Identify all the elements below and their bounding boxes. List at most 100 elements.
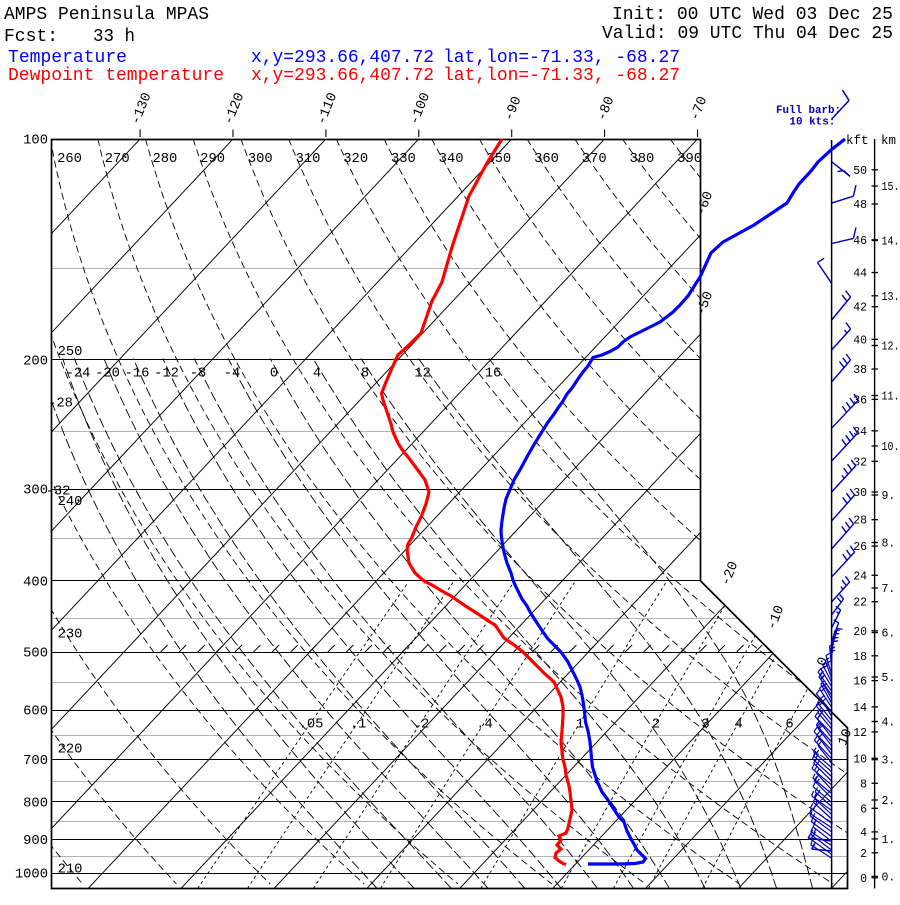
- svg-text:15.: 15.: [882, 181, 900, 194]
- svg-text:500: 500: [23, 647, 48, 662]
- svg-text:km: km: [881, 134, 896, 148]
- svg-text:8: 8: [361, 367, 369, 382]
- svg-text:6.: 6.: [882, 628, 896, 641]
- svg-text:x,y=293.66,407.72: x,y=293.66,407.72: [251, 66, 434, 86]
- svg-text:16: 16: [853, 676, 867, 689]
- svg-text:100: 100: [23, 134, 48, 149]
- svg-text:20: 20: [853, 626, 867, 639]
- svg-text:300: 300: [23, 484, 48, 499]
- svg-text:230: 230: [58, 628, 83, 643]
- svg-text:360: 360: [534, 152, 559, 167]
- svg-text:900: 900: [23, 834, 48, 849]
- svg-text:280: 280: [152, 152, 177, 167]
- svg-text:200: 200: [23, 355, 48, 370]
- svg-text:2.: 2.: [882, 795, 896, 808]
- svg-text:-28: -28: [48, 397, 73, 412]
- svg-text:44: 44: [853, 268, 867, 281]
- svg-text:16: 16: [485, 367, 502, 382]
- svg-text:4: 4: [860, 827, 867, 840]
- svg-text:800: 800: [23, 796, 48, 811]
- svg-text:8: 8: [860, 778, 867, 791]
- svg-text:.1: .1: [350, 718, 367, 733]
- svg-text:24: 24: [853, 570, 867, 583]
- svg-text:Valid: 09 UTC Thu 04 Dec 25: Valid: 09 UTC Thu 04 Dec 25: [602, 24, 893, 44]
- svg-text:5.: 5.: [882, 672, 896, 685]
- svg-text:1: 1: [576, 718, 584, 733]
- svg-text:6: 6: [860, 803, 867, 816]
- svg-text:3: 3: [701, 718, 709, 733]
- svg-text:-32: -32: [46, 485, 71, 500]
- svg-text:700: 700: [23, 754, 48, 769]
- svg-text:Full barb:: Full barb:: [776, 105, 841, 117]
- svg-text:42: 42: [853, 302, 867, 315]
- svg-text:260: 260: [57, 152, 82, 167]
- svg-text:.2: .2: [413, 718, 430, 733]
- svg-text:Temperature: Temperature: [8, 48, 127, 68]
- svg-text:-8: -8: [190, 367, 207, 382]
- svg-text:30: 30: [853, 487, 867, 500]
- svg-text:0.: 0.: [882, 871, 896, 884]
- svg-text:34: 34: [853, 426, 867, 439]
- svg-text:12.: 12.: [882, 341, 900, 354]
- svg-text:50: 50: [853, 165, 867, 178]
- svg-text:10: 10: [853, 753, 867, 766]
- svg-text:Fcst:: Fcst:: [4, 27, 58, 47]
- svg-text:340: 340: [439, 152, 464, 167]
- svg-text:18: 18: [853, 651, 867, 664]
- svg-text:290: 290: [200, 152, 225, 167]
- svg-text:x,y=293.66,407.72: x,y=293.66,407.72: [251, 48, 434, 68]
- svg-text:1000: 1000: [15, 868, 48, 883]
- svg-text:lat,lon=-71.33, -68.27: lat,lon=-71.33, -68.27: [443, 48, 680, 68]
- svg-text:.4: .4: [476, 718, 493, 733]
- svg-text:-16: -16: [125, 367, 150, 382]
- svg-text:.05: .05: [299, 718, 324, 733]
- svg-text:kft: kft: [846, 134, 869, 148]
- svg-text:32: 32: [853, 456, 867, 469]
- svg-text:26: 26: [853, 541, 867, 554]
- svg-text:250: 250: [58, 345, 83, 360]
- svg-text:3.: 3.: [882, 755, 896, 768]
- svg-text:9.: 9.: [882, 490, 896, 503]
- svg-text:33 h: 33 h: [93, 27, 135, 47]
- svg-text:320: 320: [343, 152, 368, 167]
- svg-text:46: 46: [853, 235, 867, 248]
- svg-text:-24: -24: [66, 367, 91, 382]
- svg-text:270: 270: [105, 152, 130, 167]
- svg-text:330: 330: [391, 152, 416, 167]
- svg-text:28: 28: [853, 515, 867, 528]
- svg-text:13.: 13.: [882, 291, 900, 304]
- svg-text:Init: 00 UTC Wed 03 Dec 25: Init: 00 UTC Wed 03 Dec 25: [612, 5, 893, 25]
- svg-text:0: 0: [270, 367, 278, 382]
- svg-text:600: 600: [23, 705, 48, 720]
- svg-text:4.: 4.: [882, 717, 896, 730]
- svg-text:10.: 10.: [882, 441, 900, 454]
- svg-text:1.: 1.: [882, 834, 896, 847]
- svg-text:8.: 8.: [882, 538, 896, 551]
- svg-text:4: 4: [313, 367, 321, 382]
- svg-text:-20: -20: [95, 367, 120, 382]
- svg-text:14.: 14.: [882, 236, 900, 249]
- svg-text:12: 12: [414, 367, 431, 382]
- svg-text:-4: -4: [224, 367, 241, 382]
- svg-text:10 kts:: 10 kts:: [789, 117, 835, 129]
- svg-text:14: 14: [853, 702, 867, 715]
- svg-text:220: 220: [58, 743, 83, 758]
- svg-text:lat,lon=-71.33, -68.27: lat,lon=-71.33, -68.27: [443, 66, 680, 86]
- svg-text:2: 2: [860, 848, 867, 861]
- svg-text:0: 0: [860, 873, 867, 886]
- svg-text:-12: -12: [154, 367, 179, 382]
- svg-text:AMPS Peninsula MPAS: AMPS Peninsula MPAS: [4, 5, 209, 25]
- svg-text:400: 400: [23, 575, 48, 590]
- svg-text:4: 4: [734, 718, 742, 733]
- svg-text:12: 12: [853, 727, 867, 740]
- svg-text:2: 2: [652, 718, 660, 733]
- svg-text:380: 380: [629, 152, 654, 167]
- svg-text:6: 6: [785, 718, 793, 733]
- svg-text:210: 210: [58, 863, 83, 878]
- svg-text:300: 300: [248, 152, 273, 167]
- svg-text:7.: 7.: [882, 583, 896, 596]
- svg-text:Dewpoint temperature: Dewpoint temperature: [8, 66, 224, 86]
- svg-text:40: 40: [853, 334, 867, 347]
- svg-text:390: 390: [677, 152, 702, 167]
- svg-text:370: 370: [582, 152, 607, 167]
